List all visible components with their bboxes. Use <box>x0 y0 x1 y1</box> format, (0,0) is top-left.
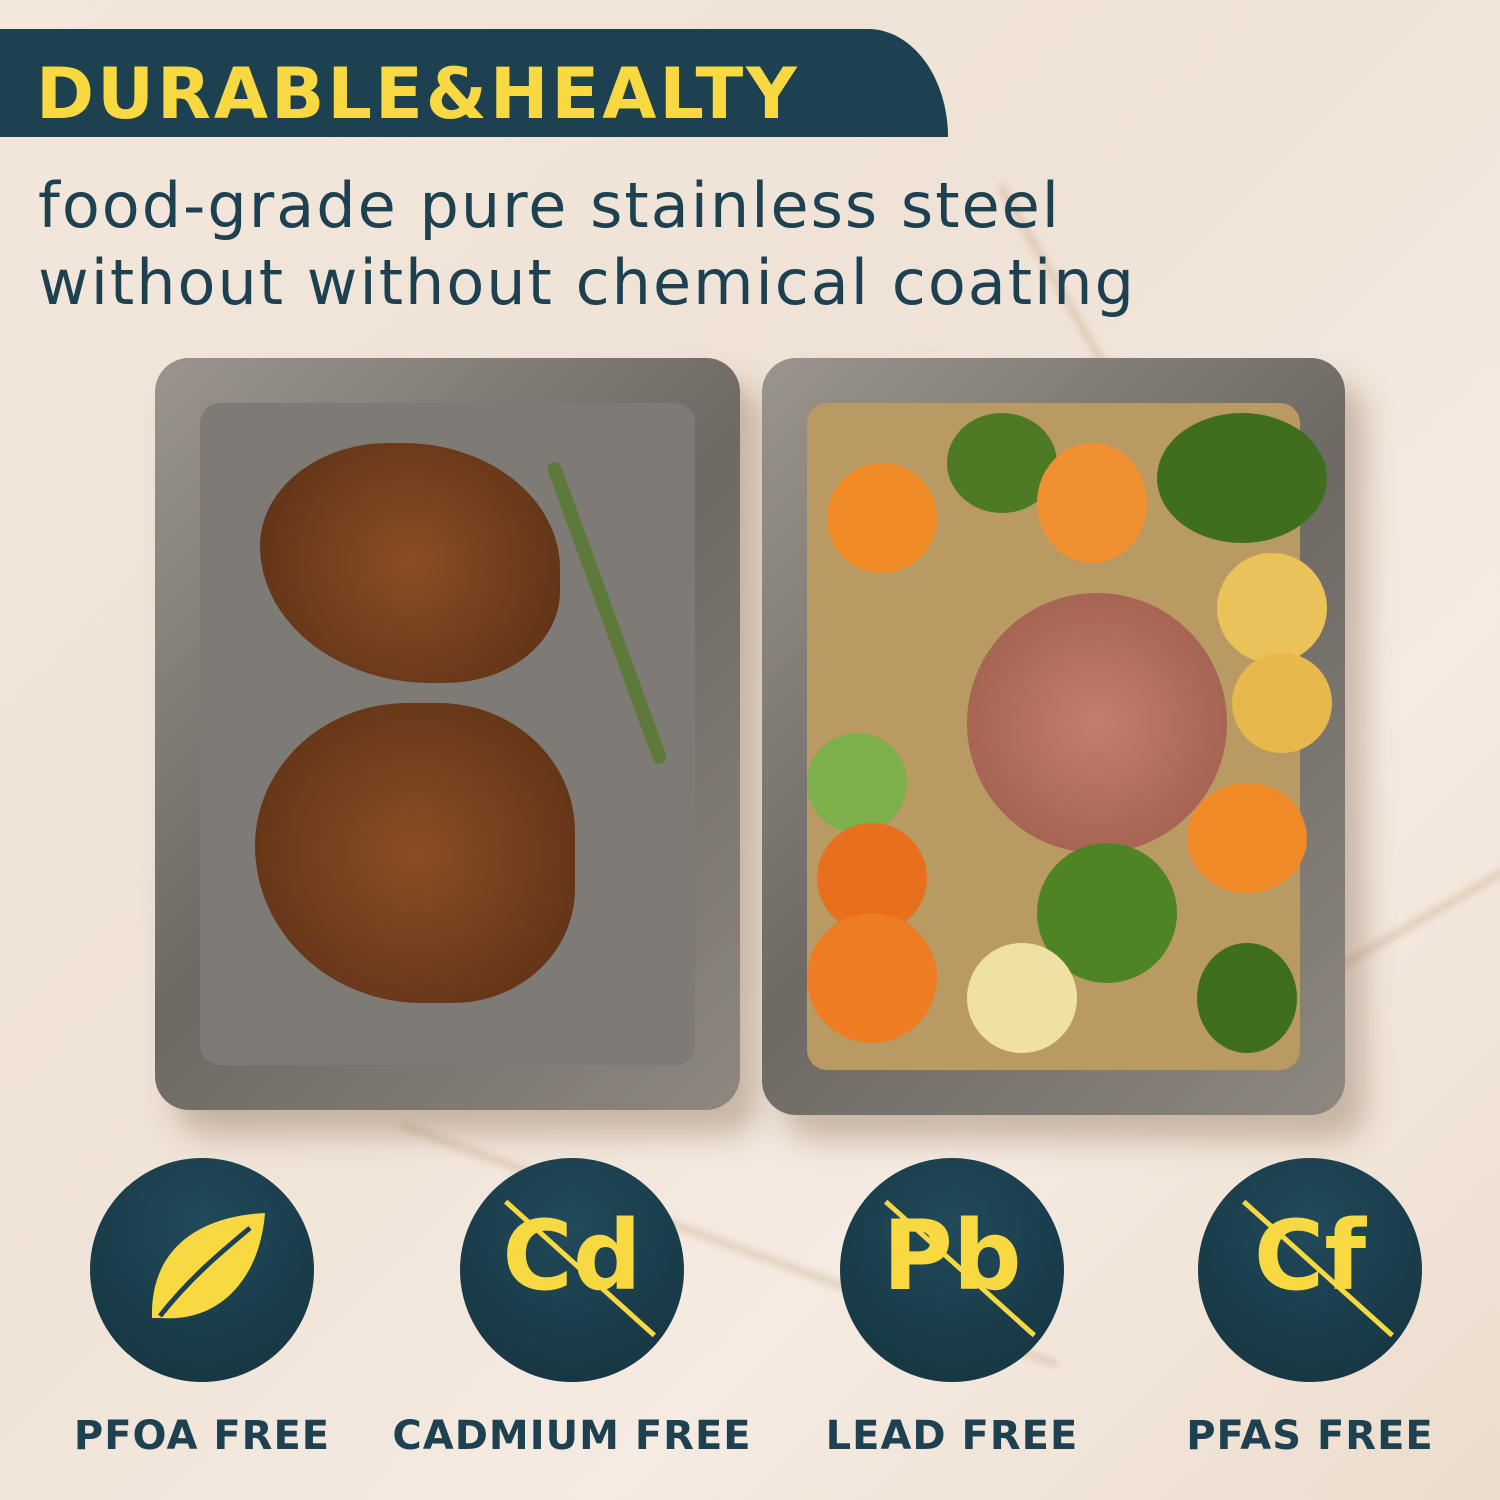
lamb-chop <box>255 703 575 1003</box>
no-pfas-icon: Cf <box>1253 1200 1367 1312</box>
label-pfas-free: PFAS FREE <box>1186 1413 1434 1459</box>
headline: DURABLE&HEALTY <box>36 53 800 135</box>
broccoli <box>1157 413 1327 543</box>
rosemary-sprig <box>545 460 669 766</box>
pan-surface <box>200 403 695 1065</box>
right-baking-pan <box>762 358 1345 1115</box>
badge-lead-free: Pb <box>840 1158 1064 1382</box>
potato-slice <box>1217 553 1327 663</box>
no-lead-icon: Pb <box>882 1200 1022 1312</box>
badge-pfoa-free <box>90 1158 314 1382</box>
header-banner: DURABLE&HEALTY <box>0 29 948 137</box>
carrot-slice <box>807 913 937 1043</box>
potato-slice <box>967 943 1077 1053</box>
label-pfoa-free: PFOA FREE <box>73 1413 331 1459</box>
carrot-slice <box>1037 443 1147 563</box>
carrot-slice <box>1187 783 1307 893</box>
no-cadmium-icon: Cd <box>502 1200 642 1312</box>
roast-meat <box>967 593 1227 853</box>
pan-surface <box>807 403 1332 1070</box>
leaf-icon <box>151 1213 265 1319</box>
subtitle-line-2: without without chemical coating <box>38 246 1136 319</box>
badge-cadmium-free: Cd <box>460 1158 684 1382</box>
lamb-chop <box>260 443 560 683</box>
label-cadmium-free: CADMIUM FREE <box>392 1413 752 1459</box>
left-baking-pan <box>155 358 740 1110</box>
potato-slice <box>1232 653 1332 753</box>
label-lead-free: LEAD FREE <box>825 1413 1079 1459</box>
zucchini-slice <box>807 733 907 833</box>
subtitle-line-1: food-grade pure stainless steel <box>38 169 1062 242</box>
carrot-slice <box>827 463 937 573</box>
broccoli <box>1197 943 1297 1053</box>
badge-pfas-free: Cf <box>1198 1158 1422 1382</box>
